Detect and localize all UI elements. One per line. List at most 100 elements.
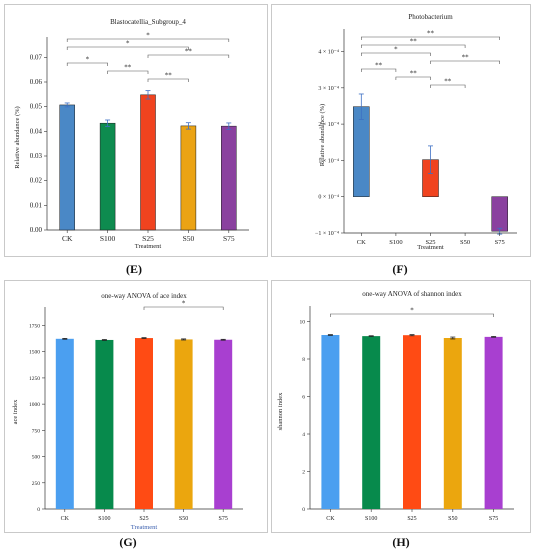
significance-bracket	[143, 306, 224, 310]
x-axis-label: Treatment	[135, 243, 162, 250]
bar-s50	[180, 125, 197, 231]
significance-label: *	[146, 32, 150, 40]
bar-s25	[403, 335, 421, 509]
significance-bracket	[66, 62, 108, 66]
y-tick-label: 0.03	[30, 152, 43, 160]
significance-label: **	[462, 54, 470, 62]
x-axis-label: Treatment	[131, 524, 158, 531]
x-tick-label: S50	[183, 234, 195, 243]
x-tick-label: CK	[357, 239, 366, 246]
significance-label: **	[124, 64, 132, 72]
chart-panel-f: Photobacterium −1 × 10⁻⁴ 0 × 10⁻⁴ 1 × 10⁻⁴ 2…	[271, 4, 531, 257]
significance-label: **	[410, 70, 418, 78]
y-tick-label: 0 × 10⁻⁴	[318, 195, 339, 201]
significance-bracket	[147, 78, 189, 82]
y-axis-label: shannon index	[277, 392, 284, 430]
significance-bracket	[361, 52, 431, 56]
chart-g-svg: one-way ANOVA of ace index 0 250 500 750 1000…	[12, 292, 243, 531]
chart-title: one-way ANOVA of shannon index	[362, 290, 462, 298]
x-tick-label: S75	[223, 234, 235, 243]
y-tick-label: 6	[302, 395, 305, 401]
significance-bracket	[330, 313, 494, 317]
bar-s75	[221, 125, 237, 231]
panel-label-f: (F)	[392, 262, 408, 276]
significance-bracket	[430, 84, 466, 88]
bar-s50	[443, 338, 462, 509]
bar-s25	[135, 338, 153, 509]
x-tick-label: S25	[425, 239, 435, 246]
bar-ck	[353, 106, 370, 197]
y-tick-label: 0.06	[30, 78, 43, 86]
y-tick-label: 2	[302, 470, 305, 476]
significance-bracket	[361, 44, 466, 48]
y-tick-label: 8	[302, 357, 305, 363]
significance-label: **	[185, 48, 193, 56]
bar-s75	[214, 339, 233, 509]
y-tick-label: 0.01	[30, 201, 43, 209]
bar-s100	[95, 339, 114, 509]
y-tick-label: 1000	[29, 402, 40, 408]
significance-label: *	[182, 300, 186, 308]
x-tick-label: CK	[326, 516, 335, 522]
y-tick-label: 1750	[29, 323, 40, 329]
significance-label: **	[165, 72, 173, 80]
y-tick-label: 0.00	[30, 226, 43, 234]
significance-bracket	[395, 76, 431, 80]
y-tick-label: 1 × 10⁻⁴	[318, 158, 339, 164]
y-tick-label: 10	[300, 320, 306, 326]
chart-e-svg: Blastocatellia_Subgroup_4 0.00 0.01 0.02 0.0…	[14, 18, 249, 250]
y-tick-label: 3 × 10⁻⁴	[318, 86, 339, 92]
y-tick-label: 0.05	[30, 103, 43, 111]
y-tick-label: 500	[32, 455, 41, 461]
significance-bracket	[107, 70, 149, 74]
x-tick-label: S75	[495, 239, 505, 246]
significance-bracket	[66, 38, 230, 42]
y-tick-label: 750	[32, 428, 41, 434]
x-tick-label: S100	[365, 516, 377, 522]
y-tick-label: 4 × 10⁻⁴	[318, 50, 339, 56]
chart-title: one-way ANOVA of ace index	[101, 292, 187, 300]
chart-title: Photobacterium	[408, 13, 453, 21]
bar-s25	[140, 94, 156, 231]
bar-ck	[321, 335, 340, 509]
y-tick-label: 2 × 10⁻⁴	[318, 122, 339, 128]
significance-label: *	[410, 307, 414, 315]
chart-panel-g: one-way ANOVA of ace index 0 250 500 750 1000…	[4, 280, 268, 533]
panel-label-h: (H)	[392, 535, 410, 549]
significance-label: **	[427, 30, 435, 38]
panel-label-g: (G)	[119, 535, 137, 549]
chart-h-svg: one-way ANOVA of shannon index 0 2 4 6 8 10 sha…	[277, 290, 514, 522]
y-tick-label: 0.02	[30, 177, 43, 185]
y-tick-label: 1250	[29, 376, 40, 382]
y-tick-label: 250	[32, 481, 41, 487]
bar-ck	[55, 338, 74, 509]
significance-label: **	[410, 38, 418, 46]
bar-s75	[484, 336, 503, 509]
significance-label: *	[394, 46, 398, 54]
x-axis-label: Treatment	[417, 244, 444, 251]
significance-label: *	[86, 56, 90, 64]
x-tick-label: S100	[98, 516, 110, 522]
significance-label: **	[375, 62, 383, 70]
y-axis-label: Relative abundance (%)	[14, 106, 21, 168]
y-tick-label: −1 × 10⁻⁴	[315, 231, 339, 237]
significance-bracket	[361, 68, 397, 72]
x-tick-label: S50	[460, 239, 470, 246]
chart-f-svg: Photobacterium −1 × 10⁻⁴ 0 × 10⁻⁴ 1 × 10⁻⁴ 2…	[315, 13, 517, 251]
x-tick-label: S50	[448, 516, 457, 522]
bar-s100	[362, 336, 381, 509]
x-tick-label: CK	[62, 234, 73, 243]
significance-label: *	[126, 40, 130, 48]
chart-panel-h: one-way ANOVA of shannon index 0 2 4 6 8 10 sha…	[271, 280, 531, 533]
x-tick-label: S50	[179, 516, 188, 522]
x-tick-label: CK	[61, 516, 70, 522]
bar-s50	[174, 339, 193, 509]
panel-label-e: (E)	[126, 262, 142, 276]
x-tick-label: S100	[389, 239, 402, 246]
x-tick-label: S75	[219, 516, 228, 522]
y-tick-label: 4	[302, 432, 305, 438]
x-tick-label: S25	[407, 516, 416, 522]
significance-bracket	[66, 46, 189, 50]
y-tick-label: 0.07	[30, 53, 43, 61]
significance-bracket	[430, 60, 500, 64]
